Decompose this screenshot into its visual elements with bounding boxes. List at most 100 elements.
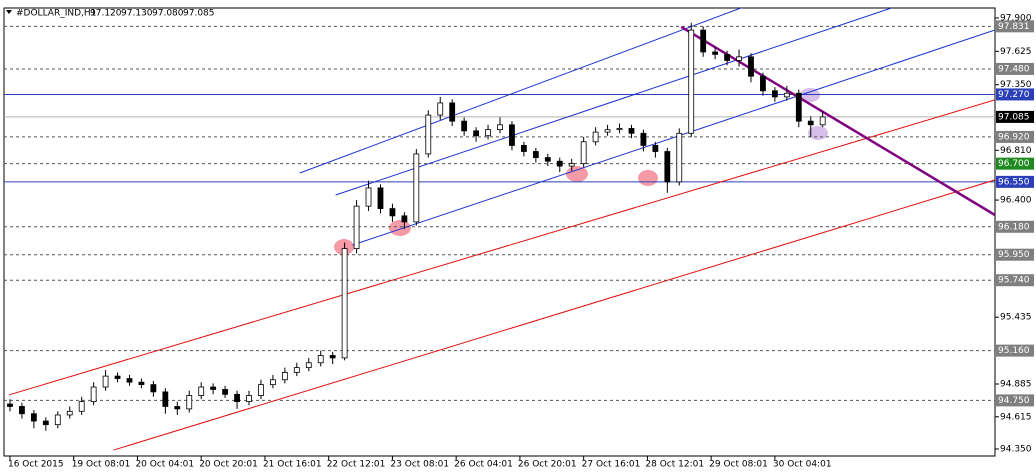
candle-body: [317, 355, 324, 364]
candle-body: [748, 56, 754, 77]
level-label: 96.550: [998, 177, 1030, 187]
levels: 97.831 97.480 97.270 97.085 96.920 96.700 96.5…: [4, 20, 1034, 407]
candle-body: [604, 129, 611, 133]
level-label-box: [996, 110, 1034, 123]
y-tick-label: 96.810: [1000, 146, 1032, 156]
candle-body: [305, 362, 312, 369]
y-tick-label: 97.900: [1000, 13, 1032, 23]
candle-body: [544, 157, 551, 162]
level-label: 96.920: [998, 132, 1030, 142]
trendline: [680, 25, 995, 217]
candle-body: [222, 389, 229, 395]
candle-body: [700, 29, 707, 53]
candle-body: [341, 248, 348, 359]
candle-body: [509, 124, 515, 146]
candle-body: [377, 187, 384, 209]
y-tick-label: 94.615: [1000, 412, 1032, 422]
candle-body: [126, 378, 133, 383]
candle-body: [353, 205, 360, 250]
candle-body: [401, 215, 408, 223]
candle-body: [437, 102, 444, 116]
level-label-box: [996, 175, 1034, 188]
x-tick-label: 29 Oct 08:01: [709, 460, 768, 470]
candle-body: [102, 375, 109, 388]
candle-body: [497, 124, 503, 131]
candles: [7, 22, 826, 431]
axes: 97.900 97.625 97.350 96.810 96.400 95.435 94.8…: [8, 13, 1032, 469]
level-label-box: [996, 62, 1034, 75]
level-label: 97.085: [998, 112, 1030, 122]
level-label-box: [996, 20, 1034, 33]
candle-body: [150, 384, 157, 393]
plot-frame: [3, 7, 996, 457]
candle-body: [807, 120, 814, 126]
x-tick-label: 26 Oct 20:01: [518, 460, 577, 470]
candle-body: [114, 375, 121, 379]
candle-body: [771, 90, 778, 98]
candle-body: [461, 120, 468, 132]
candle-body: [389, 208, 396, 217]
candle-body: [640, 132, 647, 146]
candle-body: [19, 406, 25, 415]
level-label-box: [996, 88, 1034, 101]
highlight: [800, 88, 820, 102]
candle-body: [783, 92, 790, 98]
candle-body: [210, 386, 217, 390]
trendline: [113, 179, 995, 451]
trendline: [352, 29, 995, 246]
level-label: 95.160: [998, 346, 1030, 356]
highlight: [638, 170, 658, 186]
candle-body: [30, 413, 37, 422]
y-tick-label: 94.350: [1000, 444, 1032, 454]
x-tick-label: 16 Oct 2015: [8, 460, 64, 470]
candle-body: [664, 151, 671, 183]
candle-body: [78, 401, 85, 412]
candle-body: [66, 410, 73, 416]
candle-body: [712, 51, 719, 55]
x-tick-label: 21 Oct 16:01: [263, 460, 322, 470]
candle-body: [186, 395, 193, 410]
candle-body: [7, 403, 13, 407]
x-tick-label: 28 Oct 12:01: [645, 460, 704, 470]
candle-body: [198, 386, 205, 396]
level-label: 95.950: [998, 250, 1030, 260]
header-low: 97.080: [152, 9, 184, 19]
candle-body: [329, 355, 336, 359]
level-label-box: [996, 394, 1034, 407]
candle-body: [425, 114, 432, 155]
highlight: [334, 239, 354, 255]
candle-body: [676, 132, 683, 183]
candle-body: [413, 153, 420, 223]
y-tick-label: 97.350: [1000, 80, 1032, 90]
candle-body: [234, 393, 240, 403]
x-tick-label: 20 Oct 04:01: [135, 460, 194, 470]
trendlines: [8, 8, 995, 451]
candle-body: [138, 381, 145, 386]
menu-icon[interactable]: [6, 10, 12, 14]
level-label-box: [996, 220, 1034, 233]
level-label: 96.700: [998, 159, 1030, 169]
candle-body: [246, 395, 252, 403]
level-label: 96.180: [998, 222, 1030, 232]
header-high: 97.130: [121, 9, 153, 19]
level-label-box: [996, 157, 1034, 170]
y-tick-label: 97.625: [1000, 47, 1032, 57]
header-open: 97.120: [90, 9, 122, 19]
highlight: [566, 166, 588, 182]
x-tick-label: 22 Oct 12:01: [327, 460, 386, 470]
y-tick-label: 94.885: [1000, 380, 1032, 390]
candle-body: [819, 116, 826, 126]
level-label: 94.750: [998, 396, 1030, 406]
level-label: 95.740: [998, 276, 1030, 286]
candle-body: [736, 56, 742, 61]
candle-body: [556, 160, 563, 167]
y-tick-label: 96.400: [1000, 196, 1032, 206]
candle-body: [365, 187, 372, 207]
level-label: 97.831: [998, 22, 1030, 32]
candle-body: [652, 145, 659, 152]
level-label: 97.480: [998, 64, 1030, 74]
trendline: [335, 8, 893, 196]
x-tick-label: 23 Oct 08:01: [390, 460, 449, 470]
